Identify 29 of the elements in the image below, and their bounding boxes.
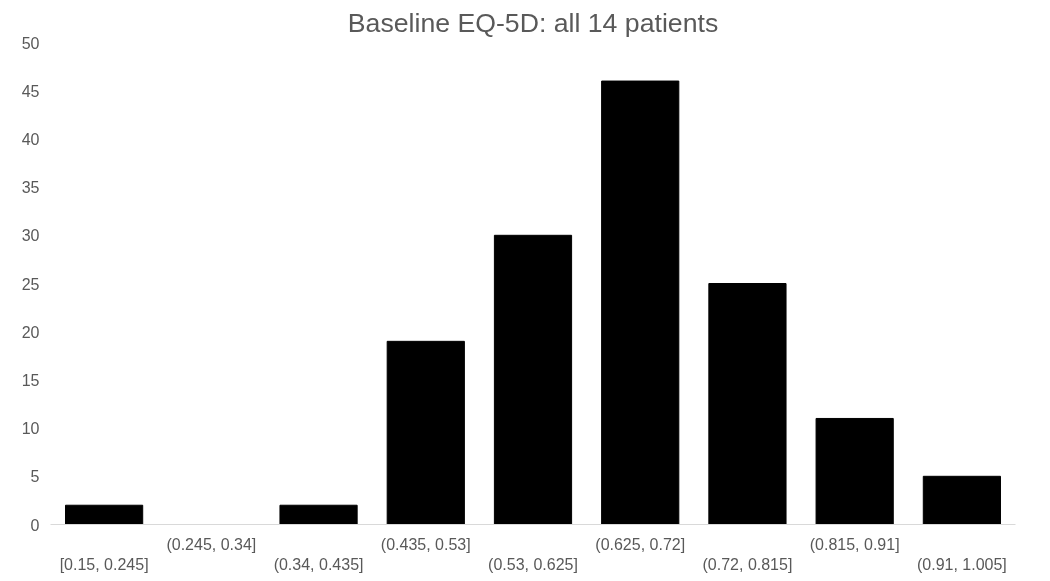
- y-tick-label: 5: [30, 468, 40, 486]
- y-tick-label: 15: [21, 371, 40, 389]
- bar: [922, 475, 1001, 525]
- y-tick-label: 45: [21, 82, 40, 100]
- x-tick-label: (0.625, 0.72]: [595, 535, 686, 553]
- bar: [279, 504, 358, 525]
- bar: [493, 234, 573, 525]
- y-tick-label: 10: [21, 420, 40, 438]
- y-tick-label: 0: [30, 516, 40, 534]
- y-tick-label: 40: [21, 130, 40, 148]
- y-tick-label: 50: [21, 34, 40, 52]
- bar: [815, 417, 894, 525]
- y-tick-label: 30: [21, 227, 40, 245]
- x-tick-label: (0.435, 0.53]: [380, 535, 471, 553]
- y-tick-label: 20: [21, 323, 40, 341]
- y-tick-label: 35: [21, 179, 40, 197]
- x-tick-label: (0.245, 0.34]: [166, 535, 257, 553]
- x-tick-label: (0.34, 0.435]: [273, 555, 364, 573]
- x-tick-label: (0.91, 1.005]: [916, 555, 1007, 573]
- chart-title: Baseline EQ-5D: all 14 patients: [347, 7, 719, 38]
- bar: [601, 80, 680, 525]
- bar: [386, 340, 465, 525]
- bar: [65, 504, 144, 525]
- x-tick-label: [0.15, 0.245]: [59, 555, 149, 573]
- x-tick-label: (0.72, 0.815]: [702, 555, 793, 573]
- bar: [708, 283, 787, 525]
- x-tick-label: (0.815, 0.91]: [809, 535, 900, 553]
- x-tick-label: (0.53, 0.625]: [488, 555, 578, 573]
- y-tick-label: 25: [21, 275, 40, 293]
